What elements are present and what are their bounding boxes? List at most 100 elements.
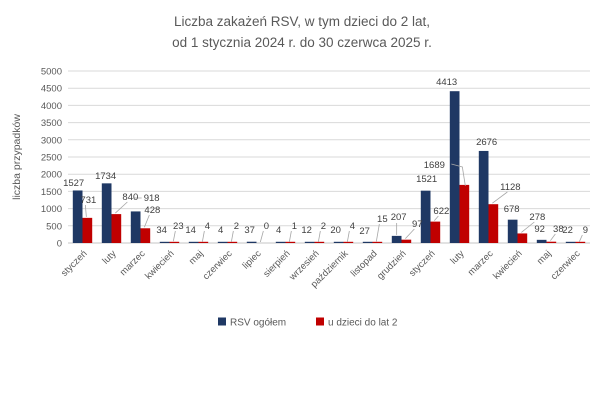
data-label-children-under-2-5: 2 (234, 221, 239, 232)
leader-line (115, 201, 128, 214)
x-tick-label-3: kwiecień (143, 248, 177, 282)
data-label-rsv-total-12: 1521 (416, 174, 437, 185)
bar-rsv-total-12 (420, 190, 431, 243)
data-label-children-under-2-6: 0 (264, 221, 269, 232)
data-label-rsv-total-1: 1734 (95, 171, 116, 182)
bar-rsv-total-14 (478, 150, 489, 243)
data-label-children-under-2-3: 23 (173, 221, 184, 232)
data-label-children-under-2-15: 278 (529, 212, 545, 223)
leader-line (578, 234, 583, 242)
bar-children-under-2-16 (546, 241, 557, 243)
data-label-rsv-total-11: 207 (391, 212, 407, 223)
x-tick-label-11: grudzień (375, 248, 409, 282)
data-label-children-under-2-16: 38 (553, 224, 564, 235)
leader-line (143, 214, 150, 228)
data-label-children-under-2-17: 9 (583, 225, 588, 236)
bar-children-under-2-1 (111, 214, 122, 243)
bar-rsv-total-15 (507, 219, 518, 243)
x-tick-label-5: czerwiec (201, 248, 235, 282)
data-label-rsv-total-14: 2676 (476, 137, 497, 148)
data-label-children-under-2-14: 1128 (500, 182, 520, 193)
bar-rsv-total-11 (391, 235, 402, 243)
y-tick-label: 3000 (41, 135, 62, 146)
leader-line (259, 230, 264, 243)
leader-line (84, 204, 87, 217)
bar-children-under-2-3 (169, 241, 180, 243)
bar-rsv-total-6 (246, 241, 257, 243)
bar-children-under-2-2 (140, 228, 151, 243)
x-tick-label-13: luty (448, 248, 466, 266)
bar-children-under-2-15 (517, 233, 528, 243)
x-tick-label-0: styczeń (59, 248, 90, 279)
y-tick-label: 5000 (41, 67, 62, 78)
legend: RSV ogółem u dzieci do lat 2 (218, 317, 398, 329)
bar-rsv-total-3 (159, 241, 170, 243)
bar-series (72, 91, 586, 243)
leader-line (230, 230, 234, 243)
bar-children-under-2-8 (314, 241, 325, 243)
y-tick-label: 2500 (41, 153, 62, 164)
bar-rsv-total-16 (536, 239, 547, 243)
data-label-rsv-total-16: 92 (534, 224, 545, 235)
data-label-children-under-2-2: 428 (144, 205, 160, 216)
y-tick-label: 0 (57, 239, 62, 250)
x-tick-label-17: czerwiec (549, 248, 583, 282)
x-tick-label-4: maj (187, 248, 206, 267)
bar-children-under-2-9 (343, 241, 354, 243)
bar-rsv-total-7 (275, 241, 286, 243)
bar-children-under-2-13 (459, 184, 470, 243)
bar-rsv-total-17 (565, 241, 576, 243)
data-label-children-under-2-0: 731 (80, 195, 96, 206)
data-label-rsv-total-3: 34 (156, 225, 167, 236)
data-label-children-under-2-9: 4 (350, 221, 355, 232)
y-tick-label: 1000 (41, 204, 62, 215)
data-label-children-under-2-12: 622 (433, 206, 449, 217)
chart-title-line1: Liczba zakażeń RSV, w tym dzieci do 2 la… (174, 14, 430, 29)
legend-label-rsv-total: RSV ogółem (230, 318, 286, 329)
y-axis-tick-labels: 0 500 1000 1500 2000 2500 3000 3500 4000 4500 5000 (41, 67, 62, 250)
x-tick-label-1: luty (100, 248, 118, 266)
bar-children-under-2-11 (401, 239, 412, 243)
data-label-rsv-total-2: 918 (144, 193, 160, 204)
leader-line (451, 163, 466, 186)
bar-children-under-2-10 (372, 241, 383, 243)
bar-rsv-total-10 (362, 241, 373, 243)
y-tick-label: 2000 (41, 170, 62, 181)
bar-children-under-2-14 (488, 204, 499, 243)
data-label-children-under-2-1: 840 (122, 192, 138, 203)
bar-rsv-total-8 (304, 241, 315, 243)
y-tick-label: 4500 (41, 84, 62, 95)
x-tick-label-12: styczeń (407, 248, 438, 279)
bar-rsv-total-13 (449, 91, 460, 243)
data-label-children-under-2-13: 1689 (424, 160, 445, 171)
bar-rsv-total-5 (217, 241, 228, 243)
x-tick-label-6: lipiec (241, 248, 264, 271)
bar-children-under-2-4 (198, 241, 209, 243)
bar-children-under-2-17 (575, 241, 586, 243)
data-label-children-under-2-7: 1 (292, 221, 297, 232)
data-label-rsv-total-7: 4 (276, 225, 281, 236)
data-label-children-under-2-11: 97 (412, 219, 423, 230)
leader-line (317, 230, 321, 243)
data-label-rsv-total-8: 12 (301, 225, 312, 236)
data-label-rsv-total-5: 4 (218, 225, 223, 236)
leader-line (550, 233, 556, 241)
gridlines (68, 70, 590, 244)
data-label-leader-lines (84, 163, 583, 243)
data-label-rsv-total-6: 37 (244, 225, 255, 236)
y-tick-label: 1500 (41, 187, 62, 198)
bar-children-under-2-5 (227, 241, 238, 243)
legend-marker-rsv-total (218, 317, 226, 326)
data-label-rsv-total-13: 4413 (436, 77, 457, 88)
leader-line (172, 230, 176, 242)
bar-rsv-total-9 (333, 241, 344, 243)
data-label-rsv-total-15: 678 (504, 204, 520, 215)
data-label-rsv-total-9: 20 (330, 225, 341, 236)
bar-children-under-2-0 (82, 217, 93, 243)
bar-children-under-2-7 (285, 241, 296, 243)
leader-line (405, 228, 415, 239)
data-label-rsv-total-0: 1527 (63, 178, 84, 189)
